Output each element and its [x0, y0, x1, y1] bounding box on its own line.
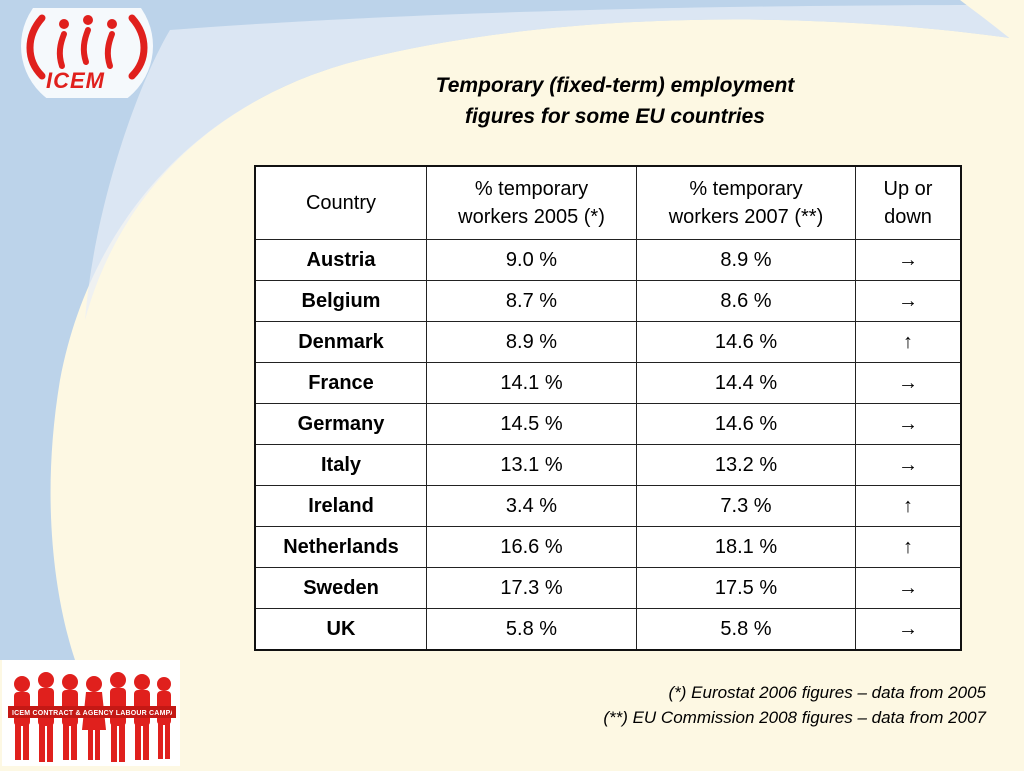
cell-trend-arrow: → — [855, 608, 962, 651]
cell-pct-2005: 8.7 % — [426, 280, 637, 322]
table-row: UK 5.8 % 5.8 % → — [254, 608, 962, 651]
table-row: Denmark 8.9 % 14.6 % ↑ — [254, 321, 962, 363]
cell-pct-2005: 13.1 % — [426, 444, 637, 486]
header-country: Country — [254, 165, 427, 240]
table-row: Ireland 3.4 % 7.3 % ↑ — [254, 485, 962, 527]
cell-country: Germany — [254, 403, 427, 445]
header-trend: Up or down — [855, 165, 962, 240]
cell-trend-arrow: ↑ — [855, 526, 962, 568]
cell-trend-arrow: → — [855, 280, 962, 322]
cell-trend-arrow: → — [855, 567, 962, 609]
table-row: Austria 9.0 % 8.9 % → — [254, 239, 962, 281]
cell-pct-2005: 17.3 % — [426, 567, 637, 609]
cell-pct-2005: 14.5 % — [426, 403, 637, 445]
cell-pct-2007: 17.5 % — [636, 567, 856, 609]
cell-pct-2005: 8.9 % — [426, 321, 637, 363]
footnote-2: (**) EU Commission 2008 figures – data f… — [603, 708, 986, 727]
campaign-graphic — [2, 660, 180, 766]
employment-table: Country % temporary workers 2005 (*) % t… — [254, 165, 962, 651]
cell-pct-2005: 3.4 % — [426, 485, 637, 527]
cell-pct-2005: 16.6 % — [426, 526, 637, 568]
table-row: Germany 14.5 % 14.6 % → — [254, 403, 962, 445]
cell-trend-arrow: → — [855, 362, 962, 404]
cell-pct-2007: 5.8 % — [636, 608, 856, 651]
icem-logo-mark — [21, 0, 153, 112]
table-row: Italy 13.1 % 13.2 % → — [254, 444, 962, 486]
cell-country: Netherlands — [254, 526, 427, 568]
logo-wordmark: ICEM — [46, 68, 105, 93]
cell-country: UK — [254, 608, 427, 651]
cell-country: Austria — [254, 239, 427, 281]
cell-trend-arrow: → — [855, 403, 962, 445]
cell-trend-arrow: ↑ — [855, 485, 962, 527]
cell-pct-2005: 9.0 % — [426, 239, 637, 281]
slide-title: Temporary (fixed-term) employment figure… — [300, 70, 930, 132]
footnote-1: (*) Eurostat 2006 figures – data from 20… — [668, 683, 986, 702]
workers-illustration — [8, 672, 176, 762]
header-pct-2007-line2: workers 2007 (**) — [668, 206, 824, 228]
cell-country: Belgium — [254, 280, 427, 322]
title-line-2: figures for some EU countries — [465, 105, 765, 128]
cell-pct-2007: 18.1 % — [636, 526, 856, 568]
cell-pct-2007: 8.9 % — [636, 239, 856, 281]
cell-pct-2007: 8.6 % — [636, 280, 856, 322]
cell-trend-arrow: → — [855, 444, 962, 486]
cell-country: Italy — [254, 444, 427, 486]
cell-pct-2007: 13.2 % — [636, 444, 856, 486]
cell-trend-arrow: → — [855, 239, 962, 281]
cell-pct-2007: 14.4 % — [636, 362, 856, 404]
header-pct-2005: % temporary workers 2005 (*) — [426, 165, 637, 240]
header-trend-line1: Up or — [883, 178, 933, 200]
cell-pct-2007: 14.6 % — [636, 403, 856, 445]
cell-pct-2005: 5.8 % — [426, 608, 637, 651]
cell-country: France — [254, 362, 427, 404]
header-pct-2005-line2: workers 2005 (*) — [458, 206, 605, 228]
title-line-1: Temporary (fixed-term) employment — [435, 74, 795, 97]
header-pct-2007-line1: % temporary — [689, 178, 803, 200]
header-trend-line2: down — [884, 206, 932, 228]
header-pct-2005-line1: % temporary — [474, 178, 589, 200]
cell-country: Sweden — [254, 567, 427, 609]
table-row: Sweden 17.3 % 17.5 % → — [254, 567, 962, 609]
table-row: Netherlands 16.6 % 18.1 % ↑ — [254, 526, 962, 568]
cell-pct-2007: 14.6 % — [636, 321, 856, 363]
table-row: France 14.1 % 14.4 % → — [254, 362, 962, 404]
footnotes: (*) Eurostat 2006 figures – data from 20… — [603, 680, 986, 730]
header-pct-2007: % temporary workers 2007 (**) — [636, 165, 856, 240]
cell-pct-2005: 14.1 % — [426, 362, 637, 404]
campaign-banner: ICEM CONTRACT & AGENCY LABOUR CAMPAIGN — [12, 710, 172, 717]
cell-trend-arrow: ↑ — [855, 321, 962, 363]
cell-pct-2007: 7.3 % — [636, 485, 856, 527]
icem-logo: ICEM — [12, 0, 162, 112]
table-header-row: Country % temporary workers 2005 (*) % t… — [254, 165, 962, 240]
cell-country: Ireland — [254, 485, 427, 527]
table-row: Belgium 8.7 % 8.6 % → — [254, 280, 962, 322]
cell-country: Denmark — [254, 321, 427, 363]
